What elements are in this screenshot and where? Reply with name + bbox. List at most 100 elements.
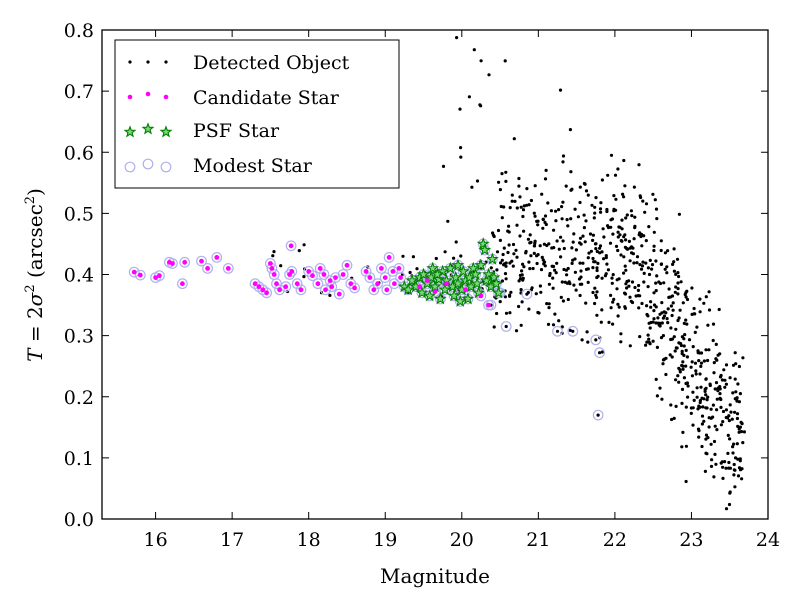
detected-point xyxy=(637,283,641,288)
detected-point xyxy=(591,290,595,295)
psf-point xyxy=(417,267,430,280)
modest-center-dot xyxy=(555,329,560,333)
detected-point xyxy=(616,248,620,253)
detected-point xyxy=(655,274,659,278)
detected-point xyxy=(733,410,737,414)
modest-point xyxy=(389,278,400,290)
candidate-point xyxy=(323,287,328,293)
x-tick-label: 23 xyxy=(679,529,703,551)
detected-point xyxy=(722,368,726,372)
candidate-point xyxy=(252,281,258,287)
detected-point xyxy=(677,274,681,279)
detected-point xyxy=(677,341,681,345)
detected-point xyxy=(641,260,645,264)
detected-point xyxy=(740,477,744,481)
detected-point xyxy=(620,227,624,231)
candidate-point xyxy=(352,285,357,291)
detected-point xyxy=(592,216,596,220)
detected-point xyxy=(560,205,564,209)
psf-point xyxy=(433,292,447,305)
detected-point xyxy=(515,206,519,210)
detected-point xyxy=(627,284,631,288)
detected-point xyxy=(704,386,708,390)
detected-point xyxy=(478,103,482,107)
detected-point xyxy=(446,219,450,223)
detected-point xyxy=(702,301,706,305)
modest-point xyxy=(521,288,533,300)
detected-point xyxy=(672,247,676,251)
modest-point xyxy=(286,266,298,277)
detected-point xyxy=(719,461,723,465)
detected-point xyxy=(487,73,491,77)
detected-point xyxy=(532,251,536,255)
modest-point xyxy=(349,282,361,294)
detected-point xyxy=(500,172,504,176)
detected-point xyxy=(738,425,743,429)
psf-point xyxy=(453,294,467,307)
detected-point xyxy=(670,313,674,318)
detected-point xyxy=(508,294,512,298)
y-tick-label: 0.0 xyxy=(64,509,94,531)
detected-point xyxy=(740,422,744,426)
detected-point xyxy=(555,239,559,243)
detected-point xyxy=(737,430,741,434)
detected-point xyxy=(704,451,708,455)
detected-point xyxy=(642,234,646,238)
detected-point xyxy=(695,386,699,390)
detected-point xyxy=(723,378,727,382)
detected-point xyxy=(724,507,729,511)
detected-point xyxy=(611,232,615,236)
detected-point xyxy=(519,205,523,209)
detected-point xyxy=(723,460,727,464)
detected-point xyxy=(663,267,667,271)
detected-point xyxy=(628,344,632,348)
detected-point xyxy=(651,339,655,343)
detected-point xyxy=(660,311,664,315)
detected-point xyxy=(652,244,656,248)
detected-point xyxy=(599,201,603,205)
detected-point xyxy=(519,288,523,292)
detected-point xyxy=(632,237,636,241)
modest-point xyxy=(320,284,331,296)
detected-point xyxy=(682,321,686,325)
detected-point xyxy=(741,356,745,360)
detected-point xyxy=(684,405,688,409)
modest-point xyxy=(341,259,353,271)
detected-point xyxy=(731,391,735,395)
detected-point xyxy=(549,209,554,213)
detected-point xyxy=(572,232,576,236)
detected-point xyxy=(742,430,747,434)
detected-point xyxy=(566,266,570,271)
candidate-point xyxy=(329,284,335,290)
detected-point xyxy=(658,324,662,328)
detected-point xyxy=(532,244,537,248)
detected-point xyxy=(573,270,578,274)
detected-point xyxy=(564,184,568,188)
x-tick-label: 21 xyxy=(526,529,550,551)
detected-point xyxy=(667,287,671,291)
detected-point xyxy=(527,307,531,311)
candidate-point xyxy=(333,275,338,280)
detected-point xyxy=(689,365,693,369)
candidate-point xyxy=(463,287,468,293)
detected-point xyxy=(540,255,544,259)
detected-point xyxy=(521,208,526,212)
detected-point xyxy=(573,257,577,261)
detected-point xyxy=(620,218,624,222)
detected-point xyxy=(614,197,618,201)
y-label-T: T xyxy=(23,347,47,362)
detected-point xyxy=(736,382,740,386)
detected-point xyxy=(684,295,688,299)
detected-point xyxy=(703,389,707,393)
detected-point xyxy=(661,334,666,338)
detected-point xyxy=(691,406,695,410)
modest-point xyxy=(364,272,376,284)
detected-point xyxy=(642,271,646,275)
modest-center-dot xyxy=(525,292,529,296)
detected-point xyxy=(578,293,582,298)
detected-point xyxy=(612,209,616,213)
detected-point xyxy=(661,316,666,320)
x-tick-label: 19 xyxy=(373,529,397,551)
detected-point xyxy=(675,257,680,261)
detected-point xyxy=(658,321,662,325)
